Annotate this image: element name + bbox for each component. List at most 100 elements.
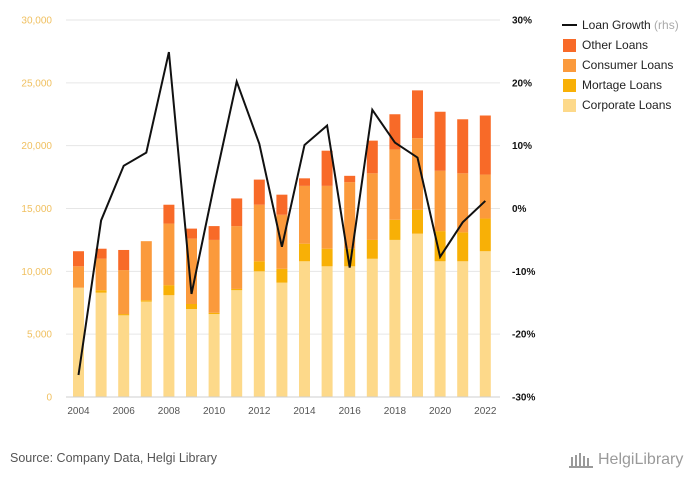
bar-mortage-loans [412,209,423,234]
y-right-tick-label: -20% [512,330,535,341]
bar-other-loans [479,115,491,175]
y-right-tick-label: -10% [512,267,535,278]
bar-corporate-loans [253,271,265,397]
y-left-tick-label: 5,000 [27,330,52,341]
bar-other-loans [95,248,107,259]
legend-label: Loan Growth (rhs) [582,18,679,32]
bar-corporate-loans [321,266,333,397]
bar-other-loans [118,249,130,271]
bar-other-loans [253,179,265,205]
bar-corporate-loans [457,261,469,397]
bar-corporate-loans [140,301,152,397]
bar-mortage-loans [208,312,220,315]
bar-corporate-loans [434,261,446,397]
bar-other-loans [389,114,401,150]
bar-other-loans [299,178,310,186]
bar-consumer-loans [479,174,491,219]
x-tick-label: 2016 [339,406,362,417]
y-right-tick-label: -30% [512,393,535,404]
library-icon [569,453,593,468]
bar-other-loans [276,194,288,215]
bar-consumer-loans [457,173,469,233]
y-left-tick-label: 10,000 [21,267,52,278]
bar-consumer-loans [434,170,446,232]
bar-mortage-loans [434,231,446,262]
bar-mortage-loans [140,300,152,302]
y-left-tick-label: 15,000 [21,204,52,215]
bar-consumer-loans [140,241,152,301]
bar-consumer-loans [186,238,197,305]
bar-mortage-loans [457,232,469,262]
bar-mortage-loans [389,219,401,240]
bar-corporate-loans [276,282,288,397]
bar-corporate-loans [344,266,356,397]
bar-mortage-loans [95,290,107,293]
bar-corporate-loans [231,290,243,397]
bar-consumer-loans [366,173,378,240]
x-tick-label: 2006 [113,406,136,417]
bar-consumer-loans [253,204,265,262]
legend-swatch [563,39,576,52]
bar-other-loans [457,119,469,174]
x-tick-label: 2020 [429,406,452,417]
legend-label: Corporate Loans [582,98,671,112]
bar-consumer-loans [299,185,310,244]
legend-label: Consumer Loans [582,58,673,72]
bar-consumer-loans [344,182,356,249]
bar-corporate-loans [73,287,84,397]
y-right-tick-label: 0% [512,204,527,215]
bar-mortage-loans [479,218,491,252]
bar-corporate-loans [186,309,197,397]
bar-consumer-loans [95,258,107,291]
y-left-tick-label: 30,000 [21,16,52,27]
bar-corporate-loans [366,258,378,397]
bar-other-loans [163,204,175,224]
legend-swatch [563,79,576,92]
bar-mortage-loans [321,248,333,267]
bar-mortage-loans [231,288,243,291]
x-tick-label: 2018 [384,406,407,417]
bar-other-loans [434,111,446,171]
bar-corporate-loans [389,239,401,397]
y-left-tick-label: 0 [46,393,52,404]
bar-corporate-loans [95,292,107,397]
bar-consumer-loans [321,185,333,249]
x-tick-label: 2010 [203,406,226,417]
source-note: Source: Company Data, Helgi Library [10,451,218,465]
legend-swatch [563,59,576,72]
bar-consumer-loans [73,266,84,288]
bar-consumer-loans [389,149,401,220]
legend: Loan Growth (rhs) Other Loans Consumer Loa… [562,18,679,112]
bar-corporate-loans [479,251,491,397]
axes: 0 5,000 10,000 15,000 20,000 25,000 30,000 -30%… [21,16,535,418]
x-tick-label: 2008 [158,406,181,417]
bar-mortage-loans [186,304,197,310]
bar-mortage-loans [163,285,175,296]
bar-corporate-loans [118,315,130,397]
brand-name: HelgiLibrary [598,451,684,468]
bar-other-loans [208,226,220,240]
brand-logo: HelgiLibrary [568,449,683,471]
bar-other-loans [344,175,356,183]
bar-consumer-loans [163,223,175,286]
bar-consumer-loans [118,270,130,315]
bar-other-loans [186,228,197,239]
bar-mortage-loans [253,261,265,272]
bar-other-loans [412,90,423,139]
bar-mortage-loans [366,239,378,259]
bar-consumer-loans [412,138,423,210]
y-right-tick-label: 30% [512,16,532,27]
bar-mortage-loans [118,314,130,316]
bar-consumer-loans [208,239,220,313]
x-tick-label: 2014 [293,406,316,417]
x-tick-label: 2022 [474,406,497,417]
bar-other-loans [231,198,243,227]
bar-corporate-loans [412,233,423,397]
legend-label: Other Loans [582,38,648,52]
bar-corporate-loans [163,295,175,397]
bar-other-loans [73,251,84,267]
bar-consumer-loans [276,214,288,269]
y-right-tick-label: 20% [512,78,532,89]
bar-mortage-loans [344,248,356,267]
